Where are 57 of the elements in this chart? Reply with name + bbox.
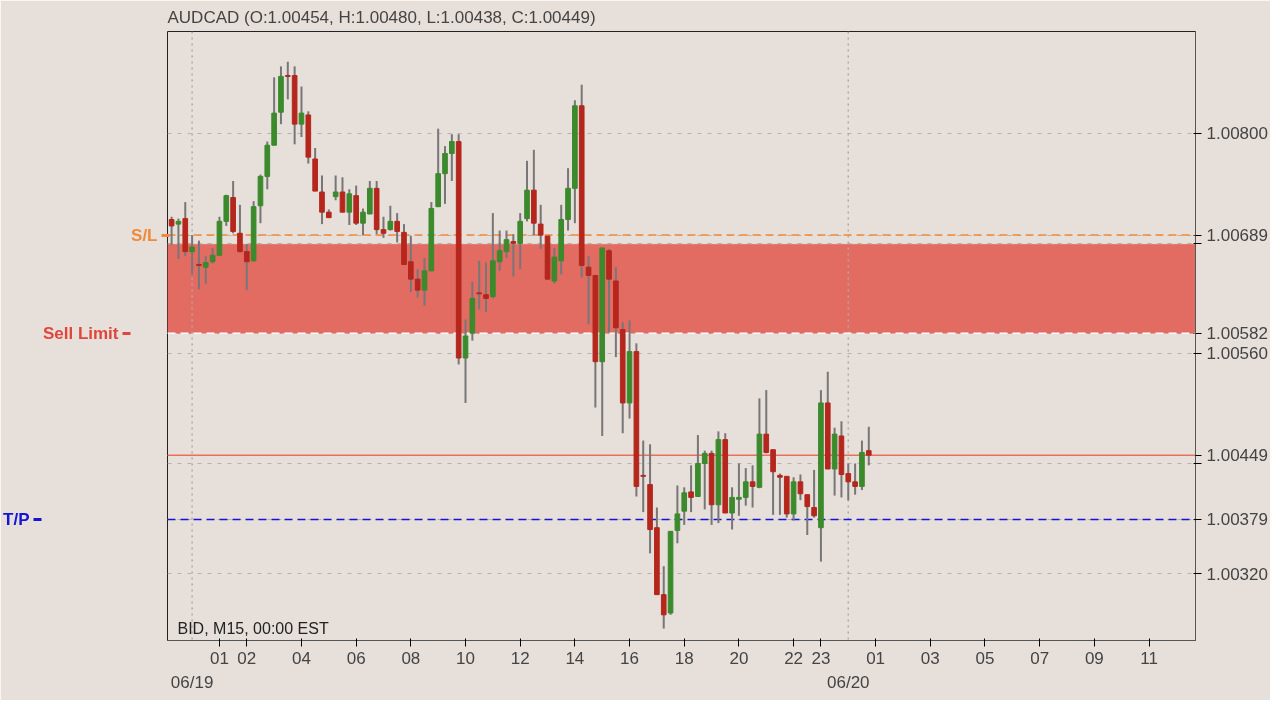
x-tick-label: 01 xyxy=(209,648,229,668)
candlestick xyxy=(394,212,400,244)
x-tick-label: 08 xyxy=(401,648,421,668)
ref-line-label: T/P xyxy=(3,509,30,529)
x-tick-label: 03 xyxy=(920,648,940,668)
x-tick-label: 23 xyxy=(811,648,831,668)
chart-title: AUDCAD (O:1.00454, H:1.00480, L:1.00438, C:1.00449) xyxy=(167,7,596,27)
candlestick xyxy=(688,464,694,514)
candlestick xyxy=(865,425,872,467)
candlestick xyxy=(674,484,681,545)
candlestick xyxy=(168,215,175,247)
ref-line-label: 06/20 xyxy=(827,672,870,692)
candlestick xyxy=(202,255,209,285)
x-tick-label: 11 xyxy=(1140,648,1158,668)
candlestick xyxy=(339,176,346,214)
candlestick xyxy=(387,204,394,232)
candlestick xyxy=(298,85,305,138)
y-tick-label: 1.00379 xyxy=(1206,510,1268,530)
x-tick-label: 12 xyxy=(510,648,530,668)
candlestick xyxy=(510,233,517,278)
x-tick-label: 02 xyxy=(237,648,257,668)
candlestick xyxy=(483,261,489,314)
x-tick-label: 16 xyxy=(620,648,640,668)
candlestick xyxy=(797,473,804,502)
annotation: BID, M15, 00:00 EST xyxy=(177,619,329,637)
candlestick xyxy=(517,212,524,271)
y-tick-label: 1.00582 xyxy=(1206,324,1268,344)
x-tick-label: 18 xyxy=(674,648,694,668)
x-tick-label: 09 xyxy=(1084,648,1104,668)
x-tick-label: 06 xyxy=(346,648,366,668)
candlestick xyxy=(189,234,195,276)
ref-line-label: S/L xyxy=(131,225,158,245)
x-tick-label: 05 xyxy=(975,648,995,668)
x-tick-label: 01 xyxy=(866,648,886,668)
x-tick-label: 04 xyxy=(292,648,311,668)
candlestick xyxy=(476,259,482,311)
y-tick-label: 1.00320 xyxy=(1206,564,1268,584)
x-tick-label: 07 xyxy=(1030,648,1050,668)
candlestick xyxy=(681,486,688,526)
x-tick-label: 14 xyxy=(565,648,585,668)
candlestick xyxy=(462,318,469,404)
ref-line-label: 06/19 xyxy=(170,672,214,692)
y-tick-label: 1.00689 xyxy=(1206,226,1268,246)
y-tick-label: 1.00449 xyxy=(1206,446,1268,466)
candlestick xyxy=(749,464,756,509)
x-tick-label: 10 xyxy=(456,648,475,668)
candlestick xyxy=(175,217,182,260)
y-tick-label: 1.00560 xyxy=(1206,344,1268,364)
candlestick xyxy=(346,188,353,227)
x-tick-label: 22 xyxy=(784,648,804,668)
ref-line-label: Sell Limit xyxy=(42,323,119,343)
y-tick-label: 1.00800 xyxy=(1206,124,1268,144)
candlestick xyxy=(196,239,202,291)
x-tick-label: 20 xyxy=(729,648,749,668)
candlestick xyxy=(332,174,339,202)
candlestick xyxy=(811,468,817,519)
candlestick xyxy=(804,493,811,537)
